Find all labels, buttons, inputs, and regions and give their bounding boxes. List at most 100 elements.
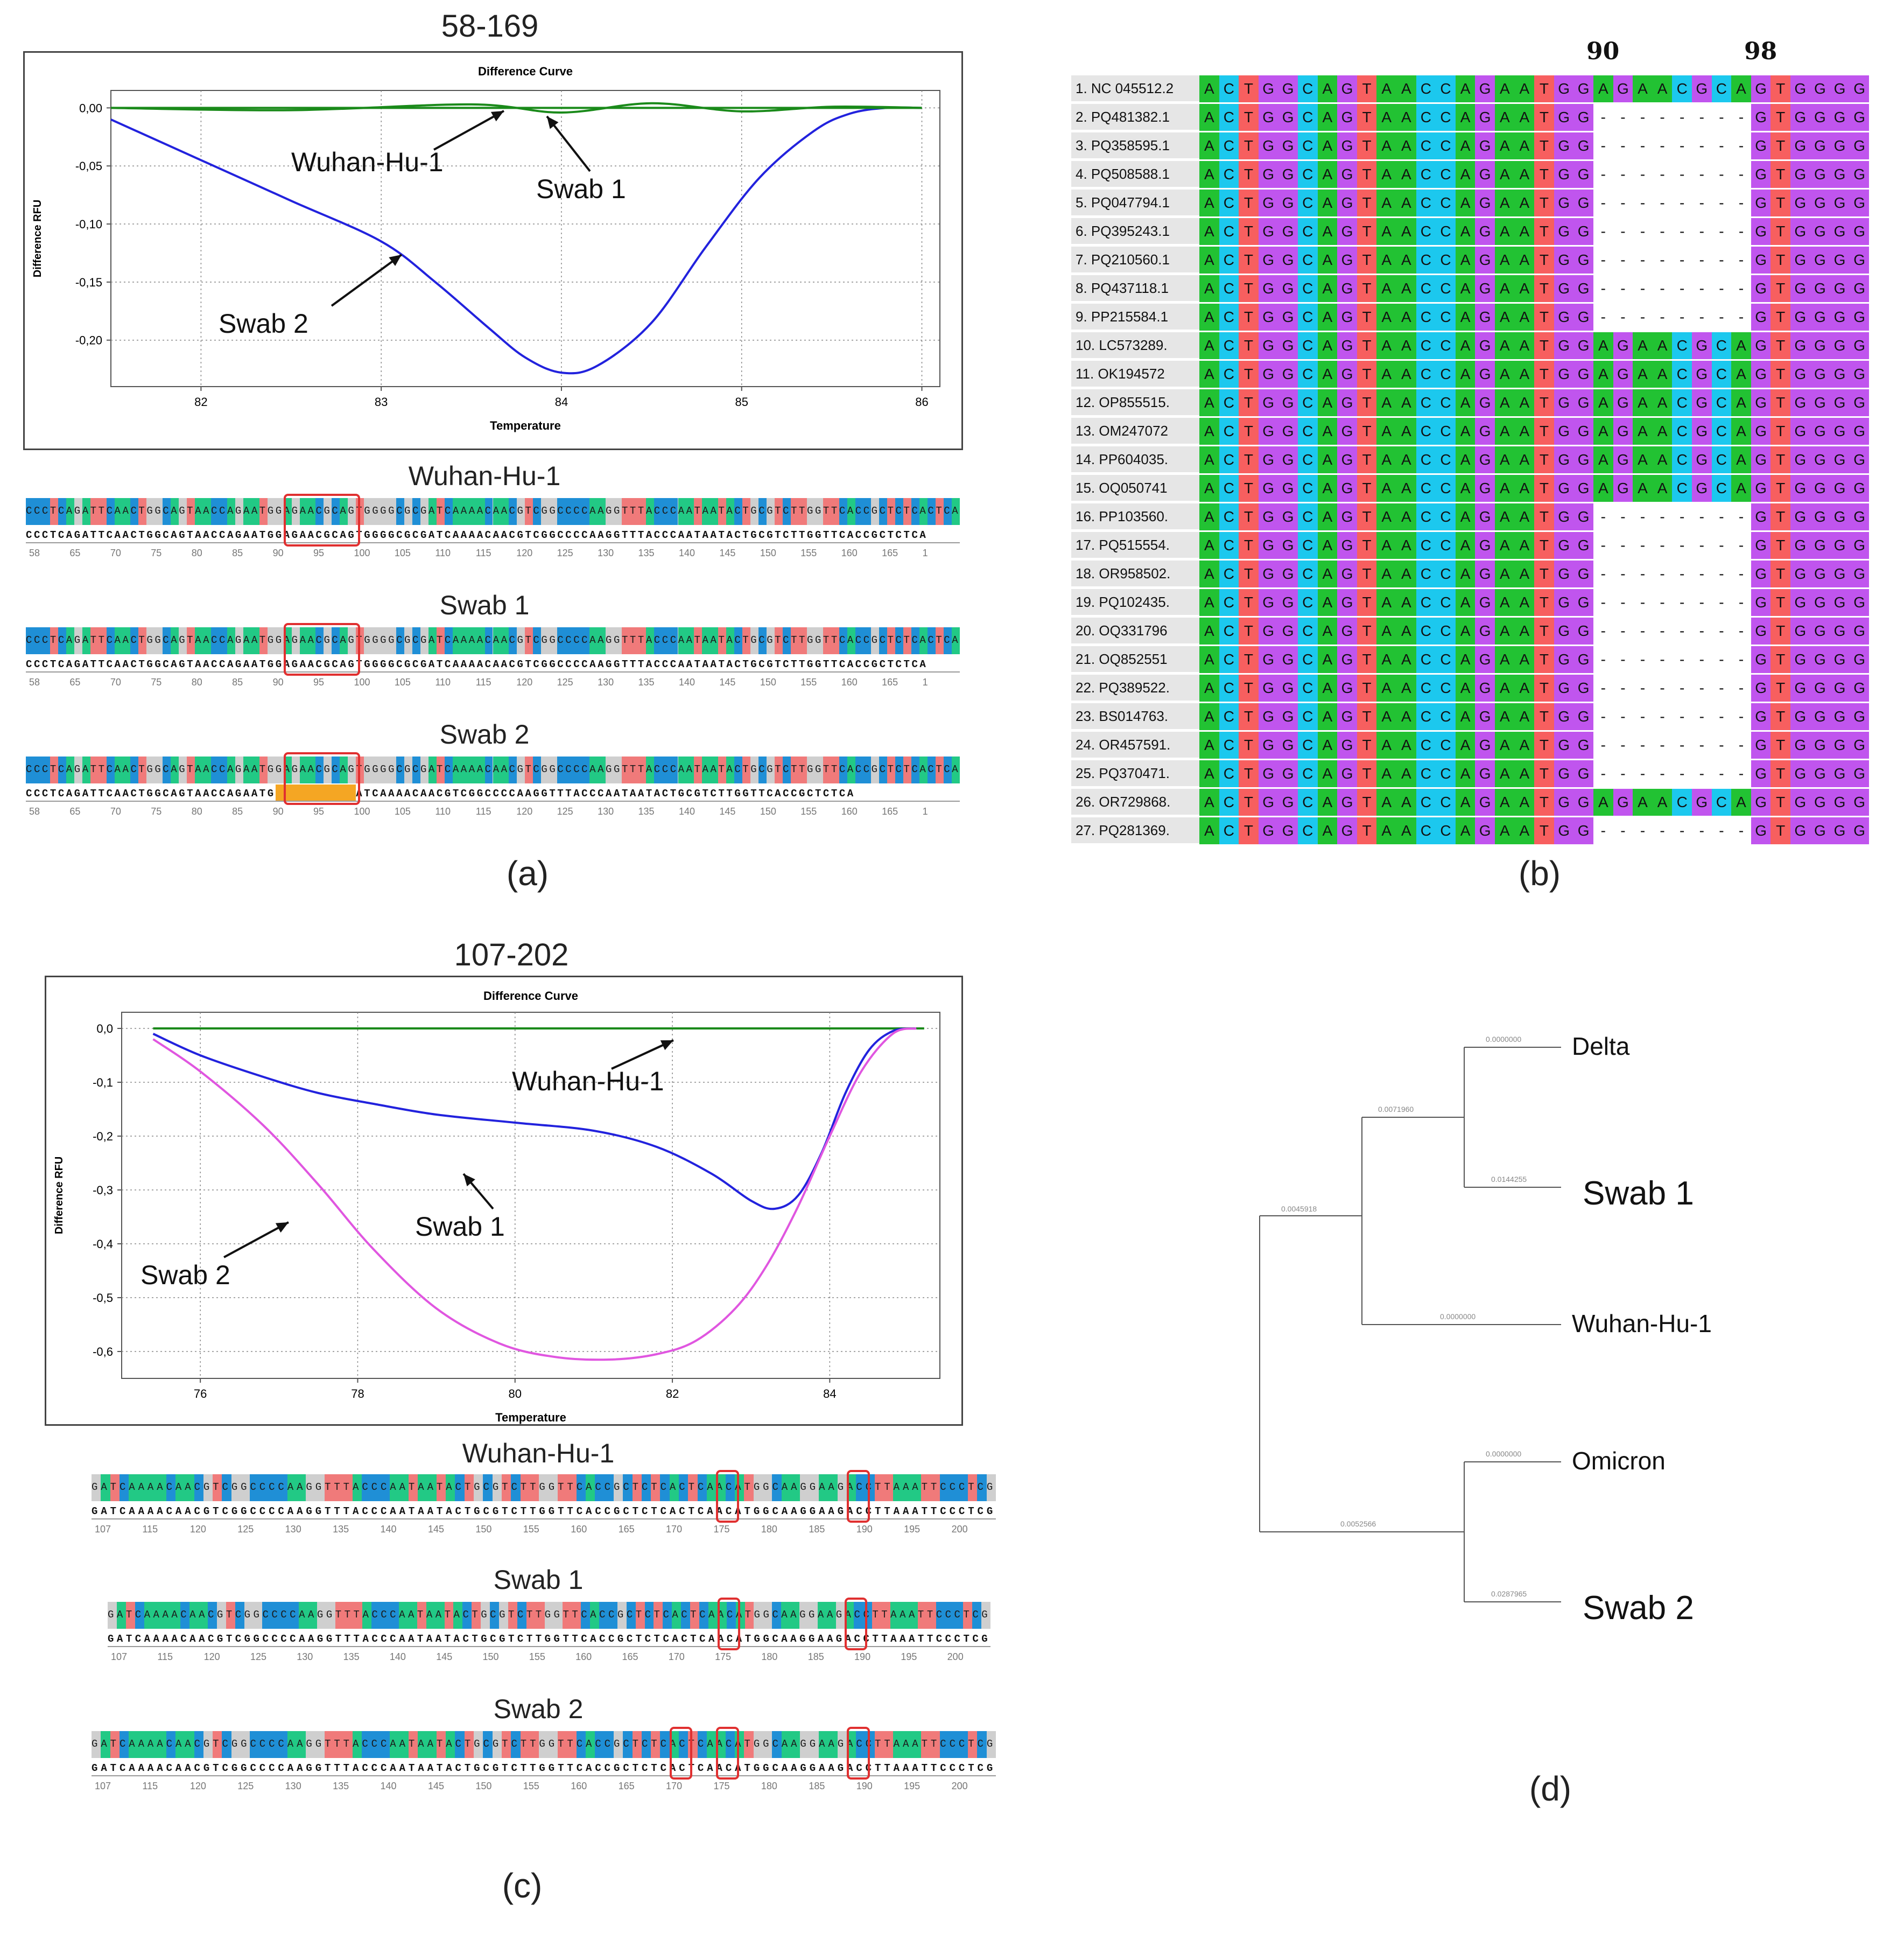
- base-peak: [287, 1474, 306, 1501]
- gap-cell: -: [1633, 247, 1653, 274]
- base-cell: G: [1258, 389, 1278, 416]
- ruler-tick-label: 145: [719, 548, 736, 558]
- base-peak: [317, 1602, 335, 1629]
- base-peak: [291, 498, 300, 525]
- base-peak: [790, 498, 807, 525]
- base-cell: G: [1475, 475, 1495, 502]
- base-cell: C: [1436, 475, 1456, 502]
- base-cell: G: [1337, 475, 1357, 502]
- panel-c-sequence-1: GATCAAAACAACGTCGGCCCCAAGGTTTACCCAATAATAC…: [92, 1470, 996, 1544]
- base-cell: G: [1278, 275, 1298, 302]
- base-cell: G: [1258, 247, 1278, 274]
- base-cell: T: [1770, 304, 1790, 331]
- base-peak: [66, 627, 74, 654]
- y-tick-label: -0,4: [93, 1237, 113, 1251]
- base-peak: [287, 1731, 306, 1758]
- base-peak: [672, 1602, 681, 1629]
- base-peak: [697, 1474, 707, 1501]
- base-cell: A: [1652, 75, 1673, 102]
- base-cell: C: [1436, 675, 1456, 702]
- base-cell: A: [1199, 646, 1219, 673]
- base-peak: [557, 627, 589, 654]
- base-cell: A: [1731, 789, 1751, 816]
- base-cell: G: [1573, 389, 1593, 416]
- base-cell: A: [1514, 817, 1535, 844]
- ruler-tick-label: 185: [809, 1781, 825, 1791]
- base-cell: G: [1790, 589, 1810, 616]
- base-cell: G: [1554, 589, 1574, 616]
- base-cell: A: [1199, 618, 1219, 645]
- gap-cell: -: [1711, 561, 1732, 587]
- base-cell: A: [1317, 161, 1338, 188]
- base-cell: G: [1573, 446, 1593, 473]
- base-peak: [541, 627, 558, 654]
- base-peak: [872, 1602, 891, 1629]
- base-cell: A: [1396, 190, 1416, 216]
- base-peak: [138, 757, 147, 783]
- gap-cell: -: [1593, 760, 1613, 787]
- chart-title: Difference Curve: [478, 65, 573, 78]
- gap-cell: -: [1613, 732, 1633, 759]
- base-peak: [390, 1731, 409, 1758]
- base-peak: [544, 1602, 563, 1629]
- base-peak: [203, 1731, 213, 1758]
- ruler-tick-label: 105: [394, 548, 411, 558]
- base-cell: G: [1751, 104, 1771, 131]
- base-peak: [753, 1731, 772, 1758]
- base-cell: A: [1376, 675, 1396, 702]
- base-cell: G: [1810, 389, 1830, 416]
- branch-length-label: 0.0052566: [1340, 1519, 1376, 1528]
- base-peak: [818, 1731, 838, 1758]
- base-peak: [772, 1731, 782, 1758]
- x-tick-label: 80: [509, 1387, 522, 1400]
- position-label-90: 90: [1586, 38, 1620, 65]
- base-cell: A: [1455, 361, 1476, 388]
- arrow-swab-2: [331, 254, 403, 307]
- base-peak: [617, 1602, 627, 1629]
- ruler-tick-label: 180: [761, 1781, 777, 1791]
- base-peak: [50, 627, 58, 654]
- branch-length-label: 0.0045918: [1281, 1204, 1317, 1213]
- ruler-tick-label: 165: [882, 677, 898, 688]
- base-peak: [116, 1602, 126, 1629]
- base-cell: G: [1337, 418, 1357, 445]
- base-cell: C: [1436, 104, 1456, 131]
- base-peak: [179, 757, 187, 783]
- base-peak: [781, 1602, 799, 1629]
- alignment-row: 15. OQ050741 A C T G G C A G T A A C C A G A A T G G A G A A C G C A…: [1071, 475, 1870, 502]
- base-cell: C: [1416, 361, 1436, 388]
- base-peak: [364, 498, 396, 525]
- x-tick-label: 84: [823, 1387, 836, 1400]
- base-peak: [502, 1731, 511, 1758]
- base-cell: G: [1278, 418, 1298, 445]
- base-cell: A: [1376, 532, 1396, 559]
- ruler-tick-label: 155: [800, 548, 817, 558]
- base-peak: [837, 1474, 847, 1501]
- base-peak: [928, 498, 936, 525]
- sequence-name: 7. PQ210560.1: [1071, 247, 1199, 272]
- base-cell: C: [1298, 618, 1318, 645]
- base-cell: A: [1396, 675, 1416, 702]
- base-cell: G: [1337, 304, 1357, 331]
- base-cell: A: [1495, 361, 1515, 388]
- base-cell: T: [1534, 247, 1554, 274]
- base-peak: [175, 1731, 194, 1758]
- gap-cell: -: [1633, 618, 1653, 645]
- base-cell: A: [1633, 361, 1653, 388]
- base-cell: T: [1534, 589, 1554, 616]
- base-peak: [734, 757, 743, 783]
- gap-cell: -: [1692, 589, 1712, 616]
- base-cell: G: [1790, 418, 1810, 445]
- base-cell: A: [1455, 161, 1476, 188]
- base-cell: A: [1633, 418, 1653, 445]
- taxon-omicron: Omicron: [1572, 1447, 1666, 1475]
- base-cell: A: [1514, 760, 1535, 787]
- base-cell: C: [1672, 475, 1692, 502]
- base-peak: [917, 1602, 936, 1629]
- base-cell: C: [1298, 361, 1318, 388]
- base-peak: [707, 1474, 726, 1501]
- base-peak: [418, 1474, 437, 1501]
- chromatogram-sequence: GATCAAAACAACGTCGGCCCCAAGGTTTACCCAATAATAC…: [92, 1481, 996, 1493]
- base-cell: G: [1790, 104, 1810, 131]
- base-cell: C: [1298, 817, 1318, 844]
